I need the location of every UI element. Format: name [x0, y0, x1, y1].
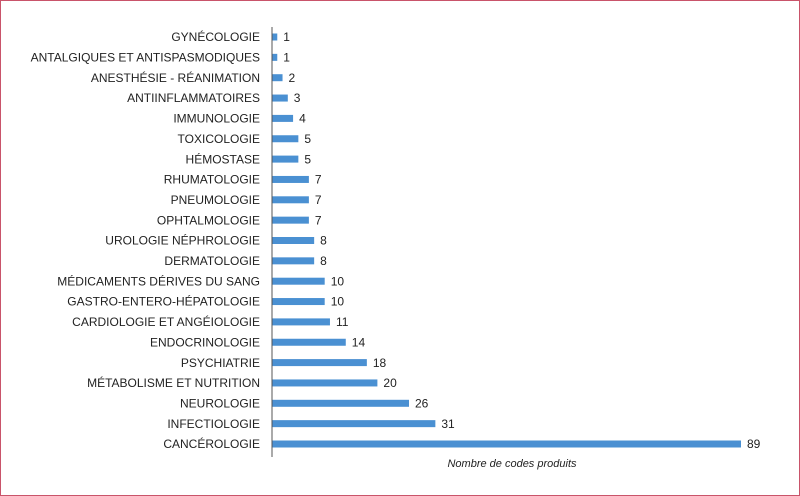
category-label: IMMUNOLOGIE — [173, 112, 260, 126]
value-label: 14 — [352, 335, 366, 349]
category-label: ANTIINFLAMMATOIRES — [127, 91, 260, 105]
bar — [272, 237, 315, 244]
value-label: 8 — [320, 234, 327, 248]
category-label: PSYCHIATRIE — [181, 356, 260, 370]
bar — [272, 440, 741, 448]
value-label: 11 — [336, 315, 349, 329]
category-label: RHUMATOLOGIE — [164, 173, 260, 187]
category-label: MÉTABOLISME ET NUTRITION — [87, 375, 260, 390]
bar — [272, 33, 278, 41]
bar — [272, 155, 299, 163]
value-label: 10 — [331, 295, 345, 309]
category-label: INFECTIOLOGIE — [167, 417, 260, 431]
bar — [272, 257, 315, 265]
value-label: 20 — [383, 376, 397, 390]
category-label: CARDIOLOGIE ET ANGÉIOLOGIE — [72, 314, 260, 329]
bars — [272, 33, 741, 448]
category-label: UROLOGIE NÉPHROLOGIE — [105, 233, 260, 248]
bar — [272, 94, 288, 102]
category-label: OPHTALMOLOGIE — [157, 213, 260, 227]
category-label: MÉDICAMENTS DÉRIVES DU SANG — [57, 273, 260, 288]
bar — [272, 399, 410, 407]
value-label: 89 — [747, 437, 761, 451]
value-label: 18 — [373, 356, 387, 370]
value-label: 5 — [304, 132, 311, 146]
category-labels: GYNÉCOLOGIE ANTALGIQUES ET ANTISPASMODIQU… — [31, 29, 260, 451]
value-label: 3 — [294, 91, 301, 105]
value-label: 8 — [320, 254, 327, 268]
category-label: TOXICOLOGIE — [178, 132, 260, 146]
bar — [272, 74, 283, 82]
bar — [272, 359, 367, 367]
category-label: GASTRO-ENTERO-HÉPATOLOGIE — [67, 294, 260, 309]
category-label: ANTALGIQUES ET ANTISPASMODIQUES — [31, 51, 260, 65]
bar — [272, 216, 309, 224]
value-label: 7 — [315, 213, 322, 227]
value-label: 7 — [315, 193, 322, 207]
bar — [272, 135, 299, 143]
bar — [272, 379, 378, 387]
value-label: 1 — [283, 51, 290, 65]
value-label: 31 — [441, 417, 455, 431]
bar — [272, 420, 436, 428]
bar — [272, 114, 294, 122]
value-label: 5 — [304, 152, 311, 166]
category-label: CANCÉROLOGIE — [163, 436, 260, 451]
bar — [272, 196, 309, 204]
category-label: DERMATOLOGIE — [164, 254, 260, 268]
category-label: ENDOCRINOLOGIE — [150, 335, 260, 349]
category-label: ANESTHÉSIE - RÉANIMATION — [91, 70, 260, 85]
bar — [272, 298, 325, 306]
value-label: 26 — [415, 396, 429, 410]
bar — [272, 53, 278, 61]
category-label: GYNÉCOLOGIE — [171, 29, 260, 44]
x-axis-label: Nombre de codes produits — [447, 458, 577, 470]
value-label: 7 — [315, 173, 322, 187]
value-label: 10 — [331, 274, 345, 288]
category-label: NEUROLOGIE — [180, 396, 260, 410]
category-label: HÉMOSTASE — [186, 151, 260, 166]
value-label: 2 — [289, 71, 296, 85]
value-label: 1 — [283, 30, 290, 44]
bar — [272, 338, 346, 346]
bar — [272, 175, 309, 183]
bar — [272, 277, 325, 285]
category-label: PNEUMOLOGIE — [171, 193, 260, 207]
bar — [272, 318, 330, 326]
value-label: 4 — [299, 112, 306, 126]
